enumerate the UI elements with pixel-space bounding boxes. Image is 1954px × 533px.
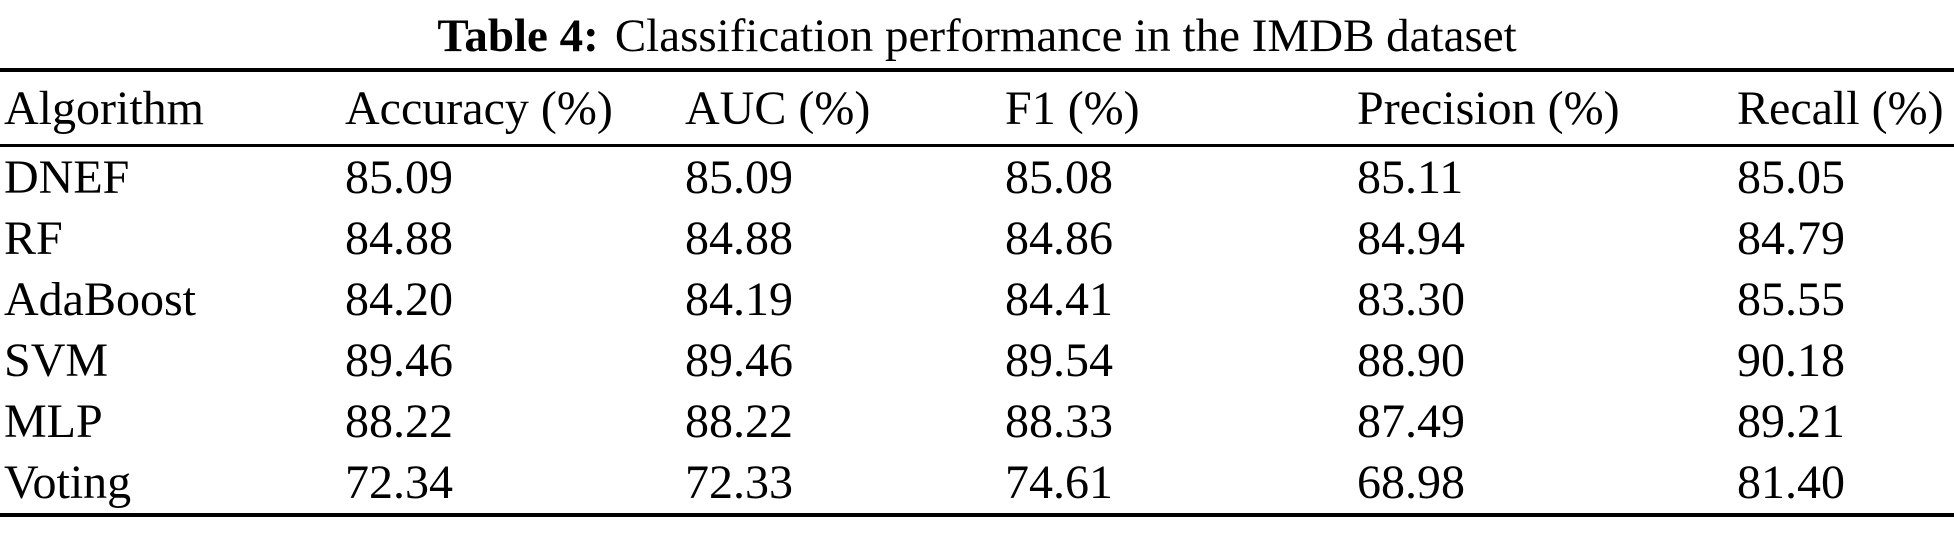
column-header-algorithm: Algorithm <box>0 70 345 147</box>
table-row-adaboost: AdaBoost 84.20 84.19 84.41 83.30 85.55 <box>0 269 1954 330</box>
value-cell: 88.22 <box>345 395 453 448</box>
algorithm-cell: RF <box>4 212 63 265</box>
table-caption: Table 4: Classification performance in th… <box>0 0 1954 68</box>
value-cell: 89.54 <box>1005 334 1113 387</box>
value-cell: 85.11 <box>1357 151 1464 204</box>
caption-label: Table 4: <box>437 10 599 62</box>
value-cell: 88.90 <box>1357 334 1465 387</box>
table-row-rf: RF 84.88 84.88 84.86 84.94 84.79 <box>0 208 1954 269</box>
table-row-svm: SVM 89.46 89.46 89.54 88.90 90.18 <box>0 330 1954 391</box>
value-cell: 89.46 <box>345 334 453 387</box>
value-cell: 72.33 <box>685 456 793 509</box>
algorithm-cell: SVM <box>4 334 109 387</box>
column-header-accuracy: Accuracy (%) <box>345 70 685 147</box>
value-cell: 84.88 <box>345 212 453 265</box>
table-row-voting: Voting 72.34 72.33 74.61 68.98 81.40 <box>0 452 1954 515</box>
table-row-mlp: MLP 88.22 88.22 88.33 87.49 89.21 <box>0 391 1954 452</box>
column-header-precision: Precision (%) <box>1357 70 1737 147</box>
value-cell: 90.18 <box>1737 334 1845 387</box>
value-cell: 85.55 <box>1737 273 1845 326</box>
value-cell: 84.79 <box>1737 212 1845 265</box>
value-cell: 84.20 <box>345 273 453 326</box>
value-cell: 85.08 <box>1005 151 1113 204</box>
algorithm-cell: Voting <box>4 456 132 509</box>
column-header-f1: F1 (%) <box>1005 70 1357 147</box>
table-row-dnef: DNEF 85.09 85.09 85.08 85.11 85.05 <box>0 146 1954 209</box>
caption-text: Classification performance in the IMDB d… <box>614 10 1517 62</box>
value-cell: 89.46 <box>685 334 793 387</box>
value-cell: 88.33 <box>1005 395 1113 448</box>
value-cell: 84.88 <box>685 212 793 265</box>
value-cell: 85.09 <box>345 151 453 204</box>
value-cell: 84.86 <box>1005 212 1113 265</box>
algorithm-cell: MLP <box>4 395 103 448</box>
value-cell: 89.21 <box>1737 395 1845 448</box>
value-cell: 87.49 <box>1357 395 1465 448</box>
value-cell: 85.05 <box>1737 151 1845 204</box>
value-cell: 72.34 <box>345 456 453 509</box>
table-header-row: Algorithm Accuracy (%) AUC (%) F1 (%) Pr… <box>0 70 1954 147</box>
algorithm-cell: AdaBoost <box>4 273 196 326</box>
algorithm-cell: DNEF <box>4 151 130 204</box>
value-cell: 81.40 <box>1737 456 1845 509</box>
column-header-recall: Recall (%) <box>1737 70 1954 147</box>
value-cell: 84.19 <box>685 273 793 326</box>
column-header-auc: AUC (%) <box>685 70 1005 147</box>
value-cell: 84.41 <box>1005 273 1113 326</box>
value-cell: 84.94 <box>1357 212 1465 265</box>
value-cell: 85.09 <box>685 151 793 204</box>
value-cell: 74.61 <box>1005 456 1113 509</box>
value-cell: 68.98 <box>1357 456 1465 509</box>
results-table: Algorithm Accuracy (%) AUC (%) F1 (%) Pr… <box>0 68 1954 517</box>
value-cell: 88.22 <box>685 395 793 448</box>
value-cell: 83.30 <box>1357 273 1465 326</box>
